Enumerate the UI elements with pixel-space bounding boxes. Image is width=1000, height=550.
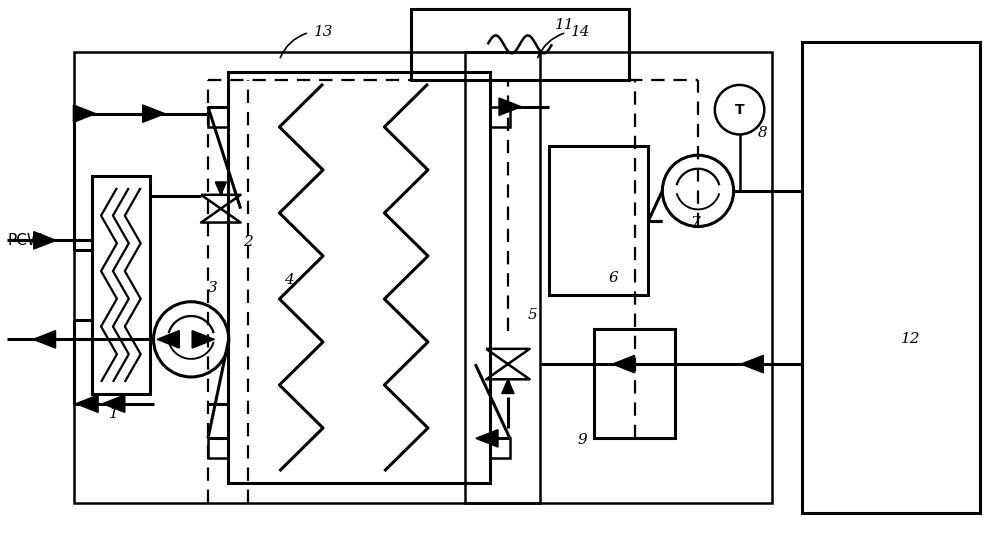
Polygon shape — [215, 182, 226, 195]
Text: 3: 3 — [208, 281, 218, 295]
Bar — [208, 438, 228, 458]
Polygon shape — [73, 105, 96, 122]
Polygon shape — [76, 395, 98, 412]
Text: 8: 8 — [757, 126, 767, 140]
Polygon shape — [499, 98, 521, 116]
Polygon shape — [476, 430, 498, 447]
Text: 9: 9 — [577, 433, 587, 447]
Text: 2: 2 — [243, 235, 252, 249]
Text: 1: 1 — [109, 406, 119, 421]
Bar — [228, 72, 490, 483]
Bar — [74, 52, 540, 503]
Bar — [490, 107, 510, 126]
Text: 5: 5 — [528, 307, 537, 322]
Bar — [549, 146, 648, 295]
Polygon shape — [103, 395, 125, 412]
Text: 13: 13 — [314, 25, 333, 40]
Text: 11: 11 — [554, 18, 574, 31]
Polygon shape — [192, 331, 214, 348]
Polygon shape — [612, 355, 635, 373]
Polygon shape — [502, 379, 514, 393]
Bar — [465, 52, 772, 503]
Text: 4: 4 — [284, 273, 294, 287]
Bar — [411, 9, 629, 80]
Bar — [92, 176, 150, 394]
Text: T: T — [735, 103, 744, 117]
Text: 6: 6 — [609, 271, 619, 285]
Bar — [490, 438, 510, 458]
Text: 14: 14 — [571, 25, 591, 40]
Bar — [802, 42, 980, 513]
Bar — [594, 329, 675, 438]
Polygon shape — [143, 105, 165, 122]
Text: 7: 7 — [690, 216, 700, 229]
Text: 12: 12 — [901, 332, 920, 346]
Polygon shape — [741, 355, 763, 373]
Polygon shape — [33, 331, 56, 348]
Bar — [208, 107, 228, 126]
Text: PCW: PCW — [7, 233, 42, 248]
Polygon shape — [157, 331, 179, 348]
Polygon shape — [34, 232, 56, 249]
